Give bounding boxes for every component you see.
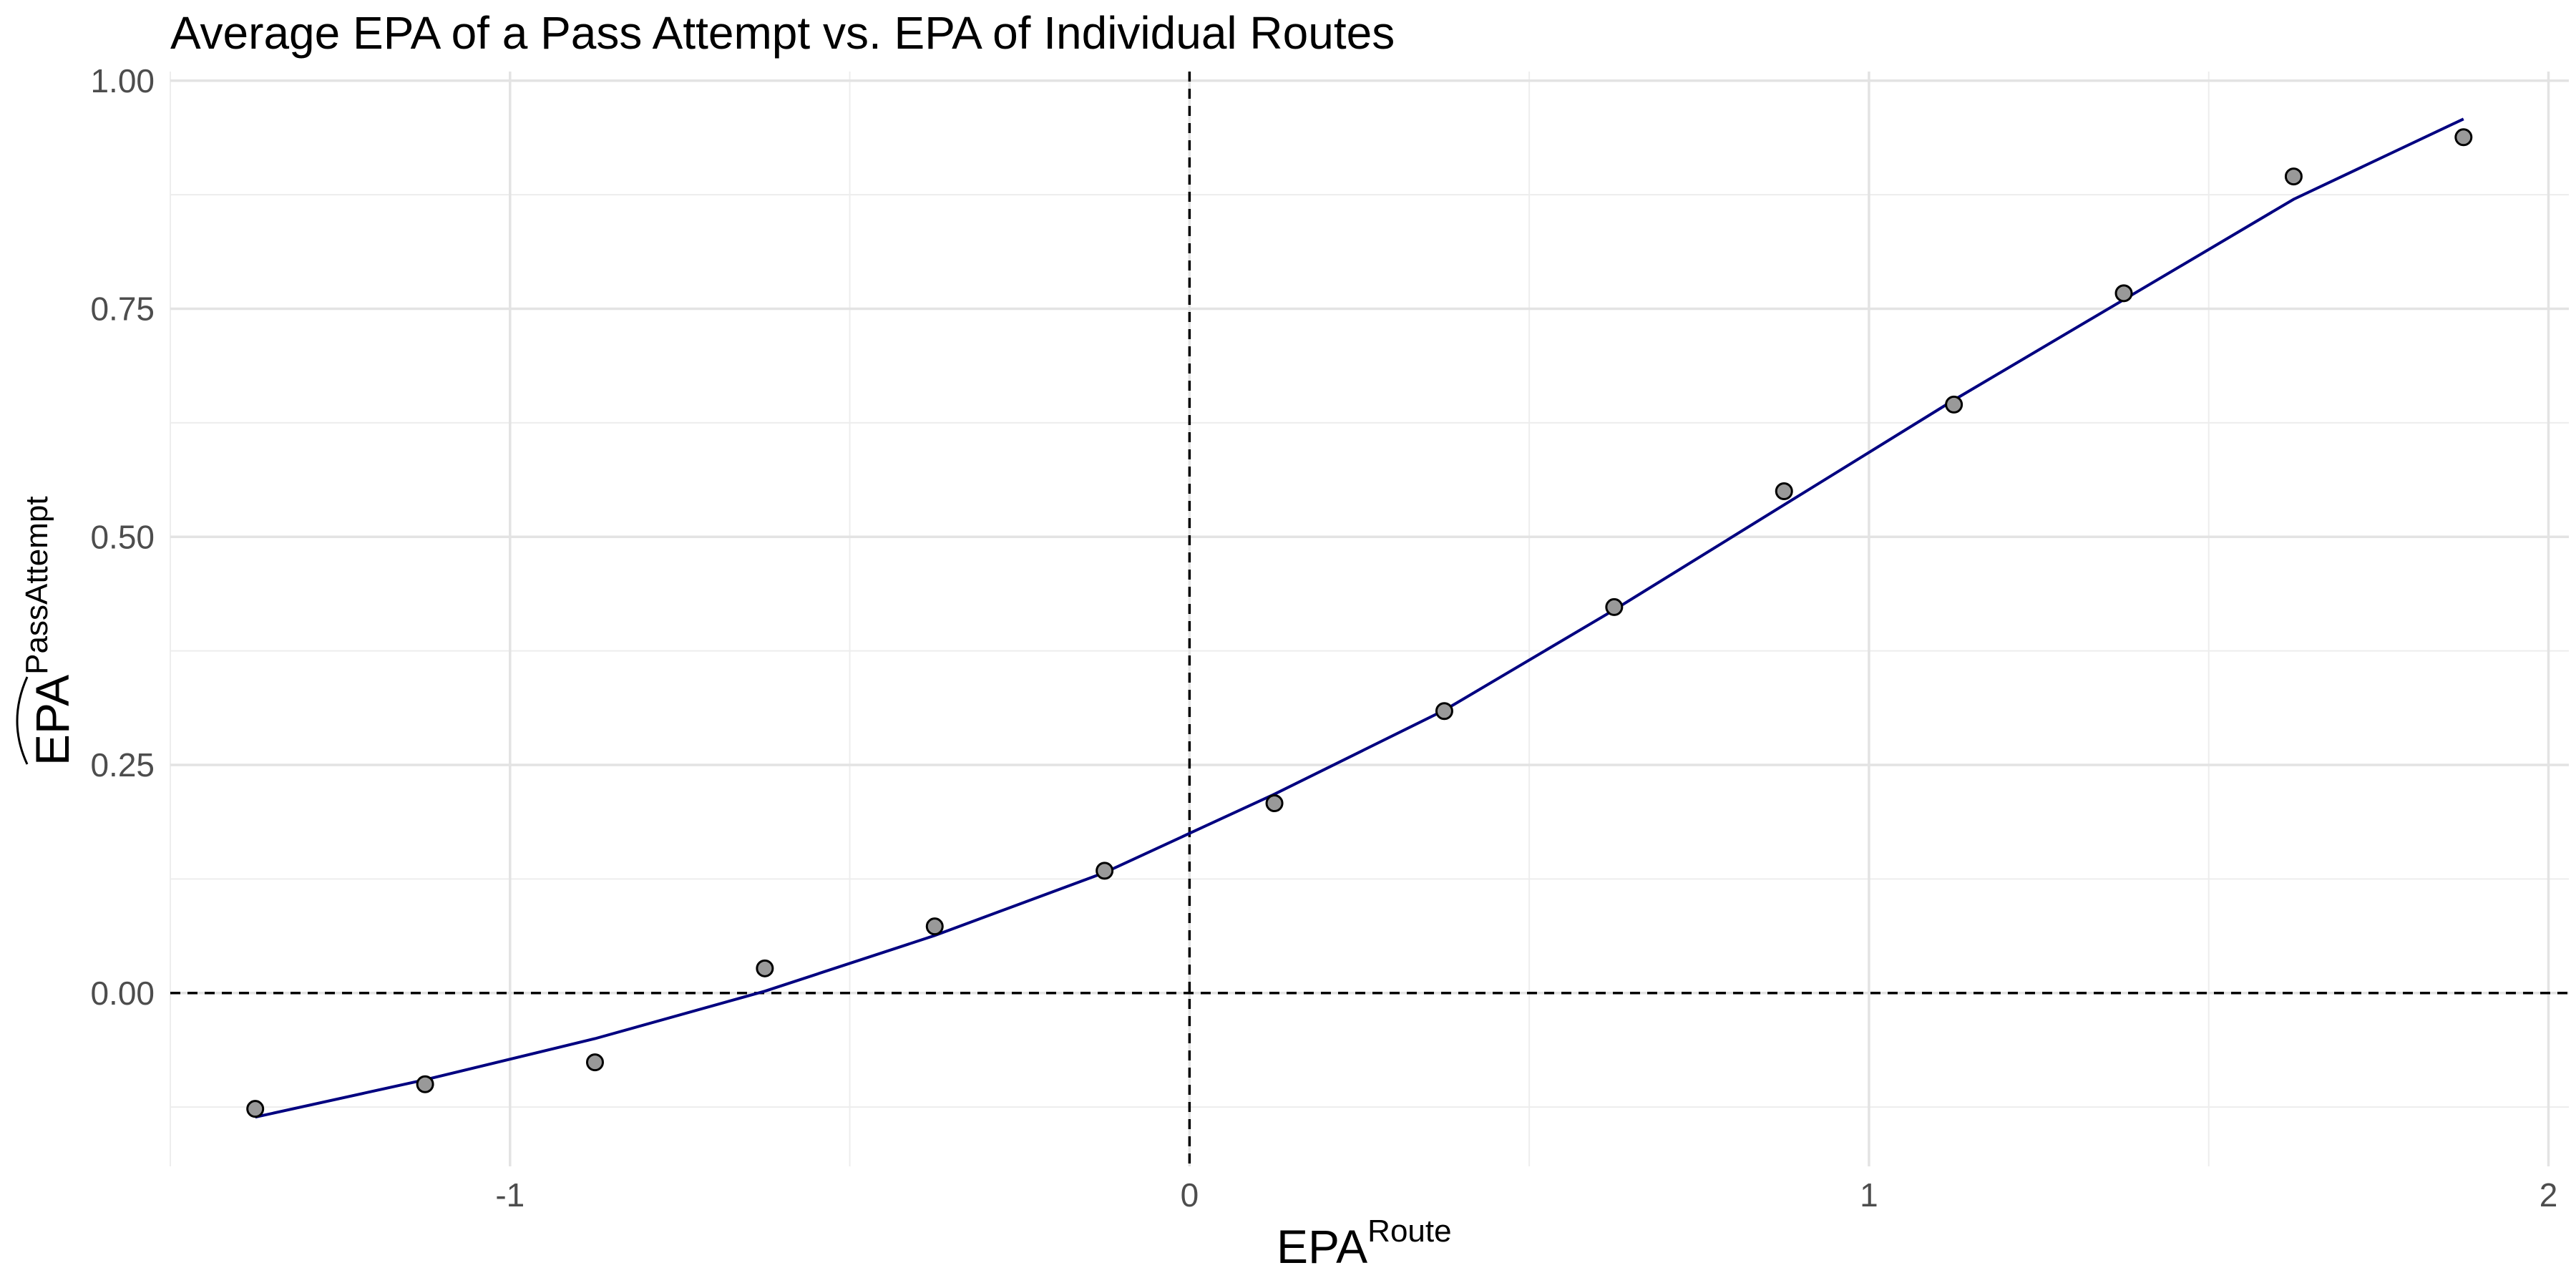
y-axis-title-superscript: PassAttempt [19,496,54,674]
y-tick-label: 0.50 [90,518,155,555]
grid-minor [170,72,2569,1166]
data-point [585,1053,604,1072]
fit-line-group [255,117,2464,1119]
data-point [2454,128,2473,147]
y-tick-label: 0.00 [90,975,155,1012]
data-point [1605,597,1624,616]
fit-line [255,117,2464,1119]
x-tick-label: 0 [1181,1176,1199,1214]
data-point [925,917,944,936]
x-tick-label: 2 [2540,1176,2558,1214]
x-axis-title: EPARoute [1277,1214,1452,1273]
data-point [1096,862,1114,880]
y-tick-label: 1.00 [90,62,155,99]
x-tick-label: 1 [1860,1176,1878,1214]
data-point [1945,395,1963,414]
y-tick-label: 0.75 [90,291,155,328]
x-tick-labels: -1 0 1 2 [495,1176,2557,1214]
x-axis-title-superscript: Route [1367,1214,1451,1249]
data-points [246,128,2473,1118]
reference-lines [170,72,2569,1166]
x-axis-title-main: EPA [1277,1220,1367,1273]
y-axis-title-group: EPAPassAttempt [16,496,79,766]
data-point [2114,284,2133,303]
y-axis-title: EPAPassAttempt [19,496,79,766]
data-point [1435,702,1453,721]
data-point [1775,482,1793,500]
y-tick-labels: 0.00 0.25 0.50 0.75 1.00 [90,62,155,1012]
x-tick-label: -1 [495,1176,525,1214]
data-point [2284,167,2303,186]
data-point [246,1100,265,1118]
data-point [1265,794,1284,813]
data-point [416,1075,434,1093]
y-axis-hat [16,676,29,765]
y-tick-label: 0.25 [90,746,155,784]
data-point [756,959,774,977]
chart-title: Average EPA of a Pass Attempt vs. EPA of… [170,7,1395,59]
y-axis-title-main: EPA [26,675,79,766]
